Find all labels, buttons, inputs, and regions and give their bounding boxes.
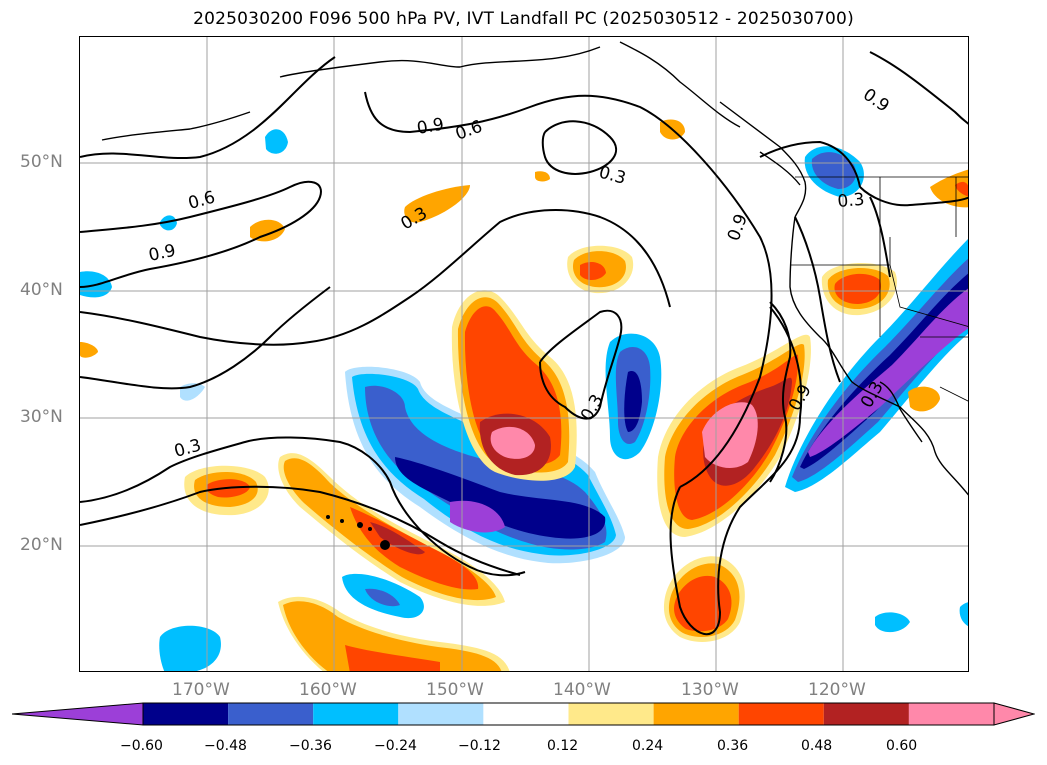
negative-anomaly-small-gulf (265, 129, 288, 154)
contour-0.9-east (769, 301, 792, 483)
political-borders (790, 176, 968, 402)
bc-coast (719, 101, 807, 218)
contour-0.3-north-mid (541, 120, 618, 175)
positive-anomaly-north-mid-core (580, 261, 606, 281)
contour-0.3-west (80, 286, 526, 577)
baja-coast (879, 381, 923, 443)
negative-anomaly-central-core (395, 457, 606, 539)
contour-0.6-north (80, 56, 336, 160)
negative-anomaly-small-se (875, 612, 910, 633)
state-lines (790, 177, 968, 402)
colorbar (12, 702, 1035, 726)
lat-label-50n: 50°N (20, 152, 63, 172)
colorbar-cell (483, 703, 569, 725)
negative-anomaly-small-far-west (159, 625, 221, 671)
negative-anomaly-small-pnw-inner (811, 152, 857, 189)
negative-anomaly-small-subtrop (160, 215, 177, 231)
pv-map-svg: 0.9 0.6 0.3 0.6 0.9 0.3 0.9 0.3 0.3 0.3 … (80, 37, 968, 671)
colorbar-extend-max (993, 702, 1035, 726)
contour-lines (80, 51, 968, 635)
contour-label: 0.3 (597, 163, 628, 189)
colorbar-tick-label: 0.36 (717, 738, 749, 754)
contour-label: 0.9 (147, 241, 178, 266)
colorbar-tick-label: 0.12 (547, 738, 579, 754)
negative-anomaly-central-peak (450, 500, 505, 533)
colorbar-tick-label: −0.48 (204, 738, 247, 754)
hawaii-islands (326, 515, 390, 550)
colorbar-cell (143, 703, 229, 725)
us-west-coast (789, 216, 968, 496)
positive-anomaly-small-5 (80, 342, 98, 358)
negative-anomaly-small-east-pac-inner (365, 588, 400, 607)
contour-0.9-west (80, 180, 322, 288)
positive-anomaly-small-6 (930, 169, 968, 208)
contour-0.3-coast2 (869, 196, 891, 278)
positive-anomaly-south-inner (345, 645, 440, 671)
contour-0.3-north (759, 140, 861, 188)
contour-0.9-loop (364, 91, 803, 635)
map-title: 2025030200 F096 500 hPa PV, IVT Landfall… (193, 9, 854, 29)
contour-0.3-coast (859, 186, 968, 207)
colorbar-tick-label: 0.48 (801, 738, 833, 754)
positive-anomaly-south-east-inner (674, 575, 732, 632)
colorbar-cell (823, 703, 909, 725)
colorbar-cell (653, 703, 739, 725)
lat-label-20n: 20°N (20, 535, 63, 555)
colorbar-tick-label: −0.60 (120, 738, 163, 754)
contour-label: 0.3 (837, 190, 866, 212)
pv-shading (80, 119, 968, 671)
vancouver-island (759, 151, 801, 186)
positive-anomaly-small-2 (404, 185, 470, 223)
colorbar-tick-label: 0.24 (632, 738, 664, 754)
lon-label-160w: 160°W (299, 680, 357, 700)
positive-anomaly-central-peak (490, 426, 535, 459)
colorbar-cell (568, 703, 654, 725)
contour-0.3-ne (869, 51, 968, 125)
contour-label: 0.6 (186, 188, 217, 214)
colorbar-tick-label: −0.36 (289, 738, 332, 754)
positive-anomaly-south-mid (283, 601, 502, 671)
lon-label-120w: 120°W (808, 680, 866, 700)
graticule (80, 37, 968, 671)
negative-anomaly-tongue-core (624, 371, 642, 432)
positive-anomaly-small-4 (535, 171, 550, 182)
lat-label-30n: 30°N (20, 407, 63, 427)
colorbar-extend-min (12, 702, 144, 726)
contour-label: 0.3 (172, 436, 203, 462)
colorbar-tick-label: 0.60 (886, 738, 918, 754)
colorbar-cell (738, 703, 824, 725)
contour-0.3-middle (539, 309, 623, 420)
colorbar-cell (908, 703, 994, 725)
contour-0.3-south (80, 485, 521, 576)
contour-0.9-coast (794, 216, 841, 383)
contour-label: 0.9 (415, 115, 445, 139)
negative-anomaly-small-east-edge (959, 602, 968, 627)
colorbar-cell (228, 703, 314, 725)
positive-anomaly-small-1 (250, 219, 285, 242)
map-panel: 0.9 0.6 0.3 0.6 0.9 0.3 0.9 0.3 0.3 0.3 … (79, 36, 969, 672)
contour-label: 0.9 (859, 85, 893, 117)
lat-label-40n: 40°N (20, 280, 63, 300)
colorbar-tick-label: −0.24 (374, 738, 417, 754)
colorbar-tick-label: −0.12 (458, 738, 501, 754)
positive-anomaly-baja (908, 386, 940, 412)
contour-0.6-long (80, 209, 671, 346)
colorbar-cell (313, 703, 399, 725)
positive-anomaly-cal-inner (834, 273, 882, 304)
coastlines (101, 41, 968, 496)
lon-label-150w: 150°W (426, 680, 484, 700)
colorbar-cell (398, 703, 484, 725)
positive-anomaly-small-6-core (955, 181, 968, 197)
lon-label-170w: 170°W (172, 680, 230, 700)
negative-anomaly-coastal-core (808, 288, 968, 457)
lon-label-130w: 130°W (681, 680, 739, 700)
lon-label-140w: 140°W (553, 680, 611, 700)
alaska-coast (101, 41, 741, 141)
